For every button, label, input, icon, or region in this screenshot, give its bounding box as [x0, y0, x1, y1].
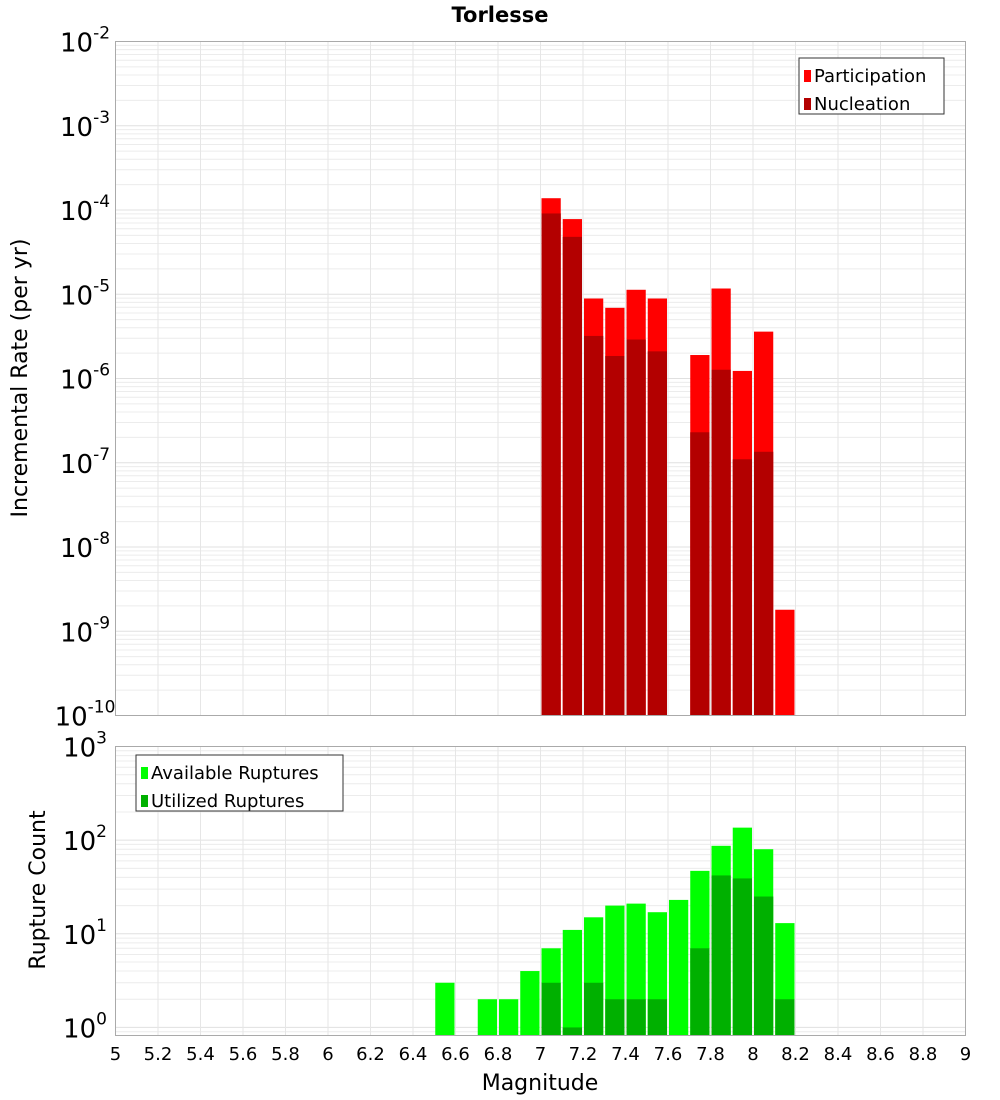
x-tick-label: 7.2: [569, 1044, 598, 1065]
x-tick-label: 8.4: [824, 1044, 853, 1065]
y-tick-label: 10-7: [60, 445, 110, 480]
bottom-plot: 100 101 102 103 Available Ruptures Utilized R…: [63, 729, 971, 1066]
legend-label: Participation: [814, 66, 926, 87]
bar-nucleation: [584, 335, 604, 716]
bar-nucleation: [732, 459, 752, 716]
y-tick-label: 10-2: [60, 24, 110, 59]
x-tick-label: 5: [110, 1044, 121, 1065]
x-tick-label: 8.8: [909, 1044, 938, 1065]
bar-nucleation: [626, 339, 646, 716]
bar-utilized-ruptures: [541, 982, 561, 1036]
x-axis-label: Magnitude: [482, 1071, 599, 1096]
legend: Participation Nucleation: [798, 57, 945, 115]
y-tick-label: 102: [63, 822, 107, 857]
legend-box: [798, 57, 945, 115]
top-plot: 10-10 10-9 10-8 10-7 10-6 10-5 10-4 10-3 10-2 Par…: [55, 24, 966, 733]
x-tick-label: 7.6: [654, 1044, 683, 1065]
x-tick-label: 7.4: [611, 1044, 640, 1065]
bar-utilized-ruptures: [626, 999, 646, 1036]
bar-nucleation: [690, 432, 710, 716]
bar-available-ruptures: [477, 999, 497, 1036]
top-y-axis-label: Incremental Rate (per yr): [8, 239, 33, 518]
bar-utilized-ruptures: [584, 982, 604, 1036]
y-tick-label: 100: [63, 1009, 107, 1044]
legend-label: Nucleation: [814, 94, 910, 115]
legend-swatch: [804, 98, 811, 110]
legend-label: Utilized Ruptures: [151, 791, 304, 812]
bar-utilized-ruptures: [562, 1027, 582, 1036]
y-tick-label: 10-9: [60, 613, 110, 648]
y-tick-label: 103: [63, 729, 107, 764]
bar-utilized-ruptures: [732, 878, 752, 1036]
bar-nucleation: [541, 213, 561, 716]
bar-participation: [775, 609, 795, 716]
bar-utilized-ruptures: [775, 999, 795, 1036]
x-tick-label: 6.2: [356, 1044, 385, 1065]
x-tick-label: 5.4: [186, 1044, 215, 1065]
legend-label: Available Ruptures: [151, 763, 319, 784]
legend: Available Ruptures Utilized Ruptures: [135, 754, 344, 812]
bar-utilized-ruptures: [605, 999, 625, 1036]
bar-utilized-ruptures: [754, 896, 774, 1036]
x-tick-label: 8: [747, 1044, 758, 1065]
bar-available-ruptures: [499, 999, 519, 1036]
legend-box: [135, 754, 344, 812]
plot-border: [115, 746, 966, 1036]
y-tick-label: 101: [63, 916, 107, 951]
y-tick-label: 10-6: [60, 361, 110, 396]
bar-nucleation: [647, 351, 667, 716]
x-tick-label: 7: [535, 1044, 546, 1065]
bar-available-ruptures: [520, 971, 540, 1036]
bar-nucleation: [754, 451, 774, 716]
y-tick-label: 10-8: [60, 529, 110, 564]
bottom-y-axis-label: Rupture Count: [26, 810, 51, 970]
x-tick-label: 5.8: [271, 1044, 300, 1065]
y-tick-label: 10-10: [55, 698, 116, 733]
x-tick-label: 8.6: [866, 1044, 895, 1065]
bar-utilized-ruptures: [690, 948, 710, 1036]
bar-nucleation: [562, 236, 582, 716]
chart-title: Torlesse: [451, 3, 548, 27]
x-tick-label: 6.4: [399, 1044, 428, 1065]
bar-nucleation: [605, 355, 625, 716]
y-tick-label: 10-5: [60, 276, 110, 311]
x-tick-label: 5.6: [229, 1044, 258, 1065]
x-tick-label: 5.2: [144, 1044, 173, 1065]
legend-swatch: [141, 767, 148, 779]
bar-available-ruptures: [562, 929, 582, 1036]
bar-nucleation: [711, 369, 731, 716]
bar-utilized-ruptures: [647, 999, 667, 1036]
x-tick-label: 8.2: [781, 1044, 810, 1065]
plot-border: [115, 41, 966, 716]
bar-utilized-ruptures: [711, 875, 731, 1036]
y-tick-label: 10-4: [60, 192, 110, 227]
x-tick-label: 6.8: [484, 1044, 513, 1065]
x-tick-label: 6: [322, 1044, 333, 1065]
y-tick-label: 10-3: [60, 108, 110, 143]
x-tick-label: 9: [960, 1044, 971, 1065]
x-tick-label: 7.8: [696, 1044, 725, 1065]
bar-available-ruptures: [435, 982, 455, 1036]
legend-swatch: [141, 795, 148, 807]
bar-available-ruptures: [669, 899, 689, 1036]
x-tick-label: 6.6: [441, 1044, 470, 1065]
legend-swatch: [804, 70, 811, 82]
